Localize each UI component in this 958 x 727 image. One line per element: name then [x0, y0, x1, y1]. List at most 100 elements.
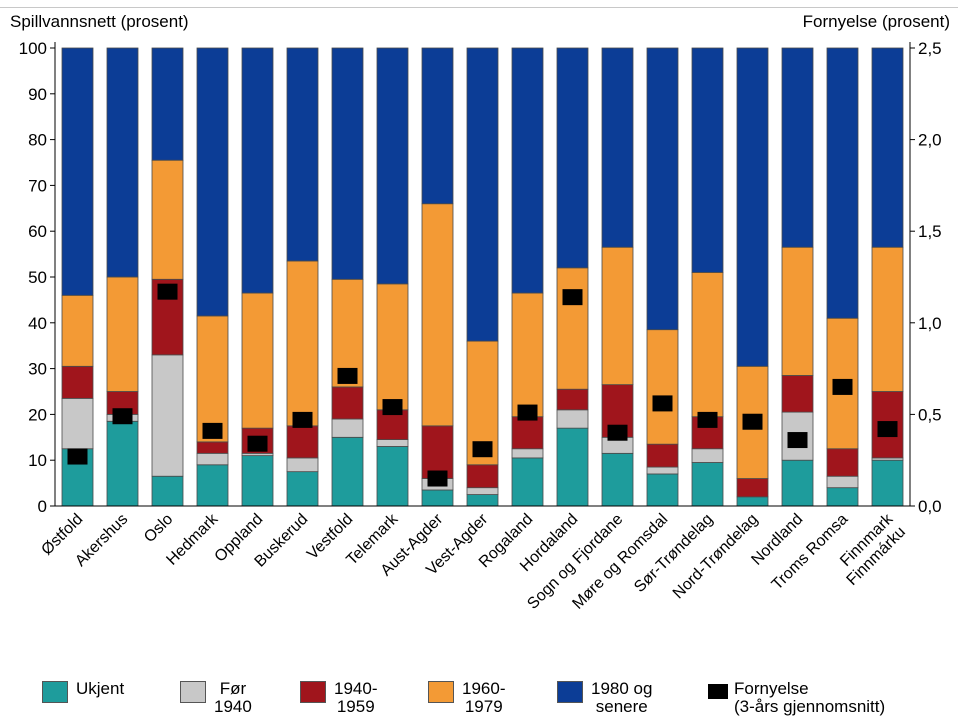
bar-segment [871, 459, 904, 507]
y-left-tick-label: 50 [28, 268, 47, 287]
bar-segment [691, 448, 724, 463]
bar-segment [466, 464, 499, 489]
bar-segment [781, 246, 814, 376]
y-left-tick-label: 10 [28, 451, 47, 470]
bar-segment [691, 47, 724, 273]
bar-segment [331, 47, 364, 280]
bar-segment [331, 418, 364, 438]
bar-segment [556, 267, 589, 390]
bar-segment [61, 365, 94, 399]
legend-swatch-1940-1959 [300, 681, 326, 703]
bar-segment [421, 203, 454, 427]
legend-swatch-fornyelse [708, 684, 728, 699]
bar-segment [421, 489, 454, 507]
legend-label: 1980 og senere [591, 679, 653, 716]
fornyelse-marker [742, 413, 763, 430]
bar-segment [151, 47, 184, 161]
y-left-tick-label: 0 [38, 497, 47, 516]
fornyelse-marker [697, 411, 718, 428]
bar-segment [736, 496, 769, 507]
legend-item-ukjent: Ukjent [42, 680, 124, 703]
fornyelse-marker [112, 408, 133, 425]
bar-stack [376, 47, 409, 507]
y-right-tick-label: 2,0 [918, 131, 942, 150]
bar-segment [781, 459, 814, 507]
bar-segment [196, 464, 229, 507]
fornyelse-marker [247, 435, 268, 452]
fornyelse-marker [787, 432, 808, 449]
bar-segment [556, 427, 589, 507]
axes-layer: 0 10 20 30 40 50 60 70 80 90 100 0,0 0,5 1,0 1,5 2,0 2,5 [19, 39, 942, 516]
right-axis-title: Fornyelse (prosent) [802, 12, 950, 31]
bar-segment [61, 294, 94, 367]
fornyelse-marker [337, 367, 358, 384]
bar-segment [106, 276, 139, 392]
bar-segment [466, 47, 499, 342]
bar-segment [421, 47, 454, 205]
bar-segment [871, 47, 904, 248]
y-left-tick-label: 60 [28, 222, 47, 241]
y-right-tick-label: 1,0 [918, 314, 942, 333]
bar-stack [691, 47, 724, 507]
legend-item-1940-1959: 1940- 1959 [300, 680, 377, 716]
bar-segment [601, 452, 634, 507]
bar-stack [736, 47, 769, 507]
fornyelse-marker [382, 399, 403, 416]
y-left-tick-label: 70 [28, 176, 47, 195]
bar-segment [601, 246, 634, 386]
bar-segment [376, 439, 409, 447]
bar-segment [556, 409, 589, 429]
fornyelse-marker [607, 424, 628, 441]
bar-segment [691, 462, 724, 507]
legend-item-1980-og-senere: 1980 og senere [557, 680, 652, 716]
legend-label: 1940- 1959 [334, 679, 378, 716]
y-right-tick-label: 1,5 [918, 222, 942, 241]
bar-stack [781, 47, 814, 507]
x-tick-label-line: Oslo [141, 511, 176, 546]
x-tick-label: Oslo [141, 511, 176, 546]
bar-stack [61, 47, 94, 507]
bar-segment [736, 478, 769, 498]
bar-segment [781, 375, 814, 413]
bar-segment [511, 292, 544, 418]
bar-segment [691, 272, 724, 418]
legend-label: Fornyelse (3-års gjennomsnitt) [734, 679, 886, 716]
x-tick-label-line: Sør-Trøndelag [631, 511, 716, 596]
bar-segment [421, 425, 454, 479]
bar-segment [286, 457, 319, 473]
bar-segment [196, 47, 229, 317]
legend-item-1960-1979: 1960- 1979 [428, 680, 505, 716]
bar-stack [556, 47, 589, 507]
bar-segment [151, 159, 184, 280]
legend-swatch-for-1940 [180, 681, 206, 703]
bar-segment [511, 416, 544, 450]
bar-segment [196, 452, 229, 466]
bar-segment [646, 466, 679, 475]
fornyelse-marker [832, 378, 853, 395]
bar-segment [286, 425, 319, 459]
bar-segment [646, 443, 679, 468]
bar-segment [286, 260, 319, 427]
y-left-tick-label: 100 [19, 39, 47, 58]
y-right-tick-label: 2,5 [918, 39, 942, 58]
top-rule [0, 7, 958, 8]
bar-segment [286, 47, 319, 262]
bar-segment [61, 397, 94, 450]
bar-segment [781, 47, 814, 248]
fornyelse-marker [517, 404, 538, 421]
fornyelse-markers [67, 283, 898, 487]
bar-stack [466, 47, 499, 507]
bar-stack [196, 47, 229, 507]
y-left-tick-label: 80 [28, 131, 47, 150]
y-left-tick-label: 90 [28, 85, 47, 104]
bar-stack [646, 47, 679, 507]
bar-segment [106, 47, 139, 278]
y-left-tick-label: 40 [28, 314, 47, 333]
bar-segment [556, 388, 589, 411]
legend-item-fornyelse: Fornyelse (3-års gjennomsnitt) [708, 680, 885, 716]
fornyelse-marker [562, 289, 583, 306]
y-right-tick-label: 0,5 [918, 405, 942, 424]
bar-segment [871, 246, 904, 392]
bar-segment [511, 448, 544, 459]
